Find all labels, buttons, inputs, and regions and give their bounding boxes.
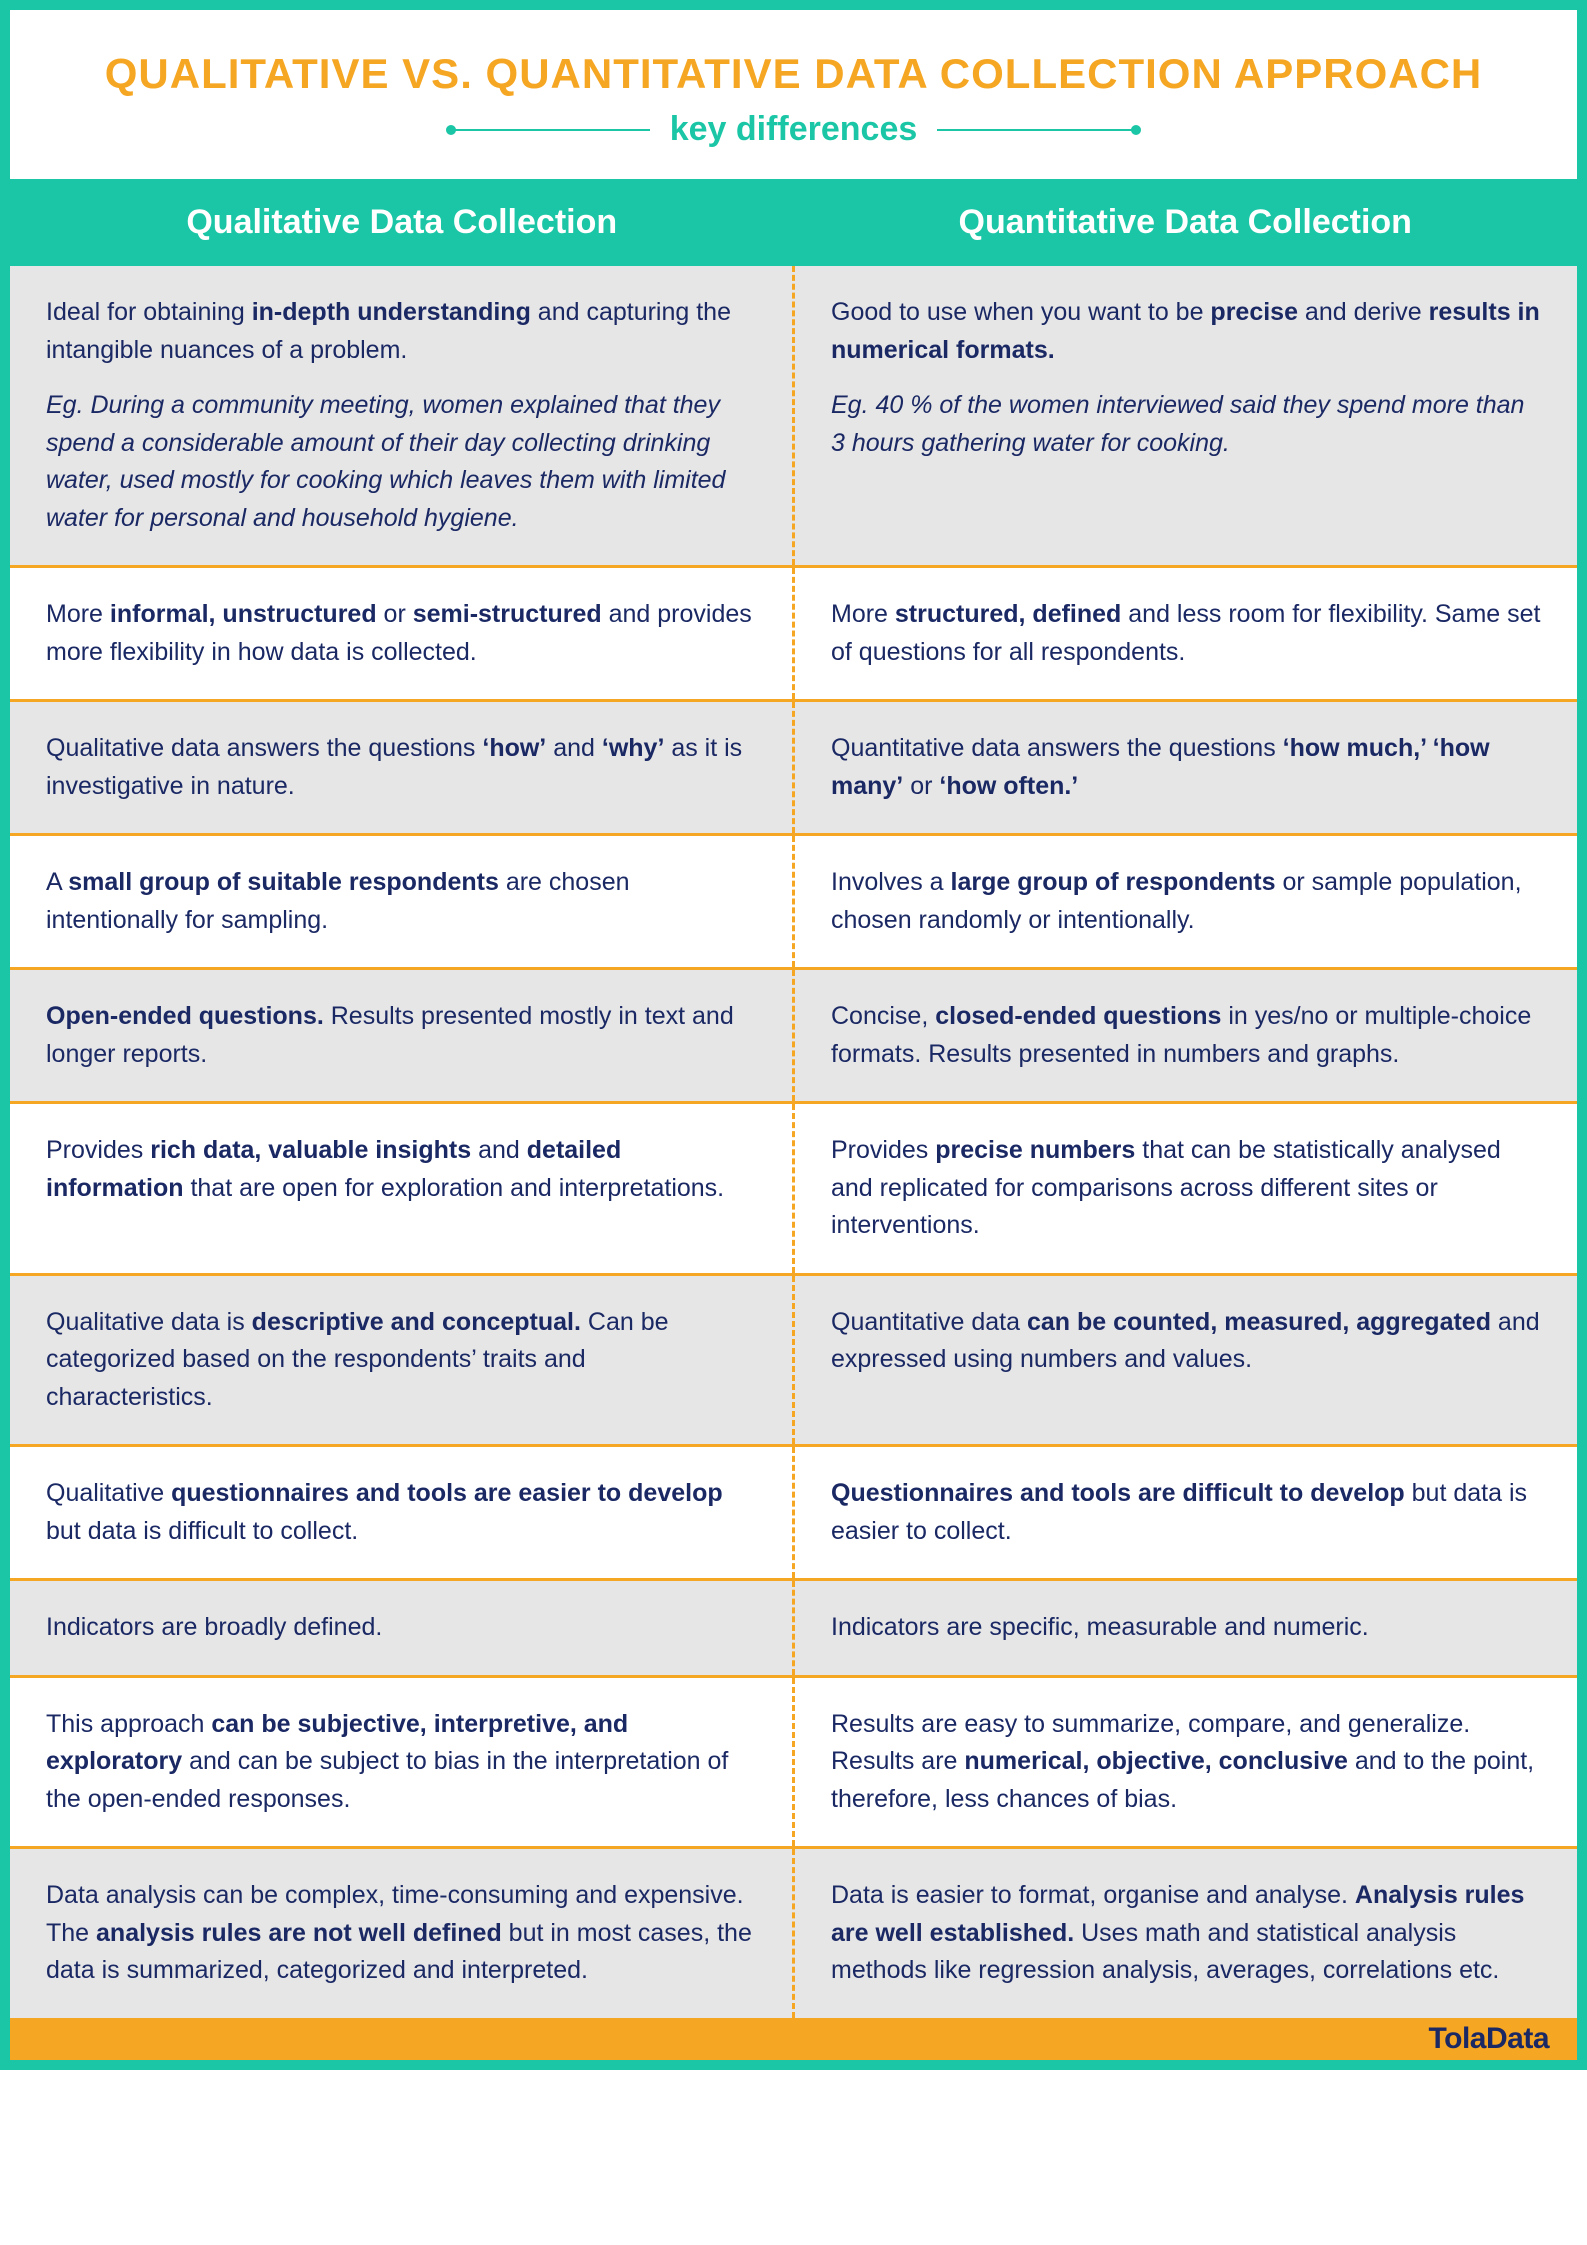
cell-paragraph: Eg. During a community meeting, women ex…	[46, 387, 756, 537]
qualitative-cell: Qualitative data is descriptive and conc…	[10, 1276, 795, 1445]
qualitative-cell: Indicators are broadly defined.	[10, 1581, 795, 1675]
quantitative-cell: Concise, closed-ended questions in yes/n…	[795, 970, 1577, 1101]
cell-paragraph: Results are easy to summarize, compare, …	[831, 1706, 1541, 1819]
table-row: Open-ended questions. Results presented …	[10, 970, 1577, 1104]
qualitative-cell: A small group of suitable respondents ar…	[10, 836, 795, 967]
cell-paragraph: Indicators are specific, measurable and …	[831, 1609, 1541, 1647]
main-title: QUALITATIVE VS. QUANTITATIVE DATA COLLEC…	[50, 50, 1537, 98]
cell-paragraph: Good to use when you want to be precise …	[831, 294, 1541, 369]
col-header-right: Quantitative Data Collection	[794, 179, 1578, 266]
cell-paragraph: More informal, unstructured or semi-stru…	[46, 596, 756, 671]
quantitative-cell: Questionnaires and tools are difficult t…	[795, 1447, 1577, 1578]
quantitative-cell: More structured, defined and less room f…	[795, 568, 1577, 699]
qualitative-cell: Open-ended questions. Results presented …	[10, 970, 795, 1101]
cell-paragraph: This approach can be subjective, interpr…	[46, 1706, 756, 1819]
infographic-frame: QUALITATIVE VS. QUANTITATIVE DATA COLLEC…	[0, 0, 1587, 2070]
cell-paragraph: Data is easier to format, organise and a…	[831, 1877, 1541, 1990]
qualitative-cell: More informal, unstructured or semi-stru…	[10, 568, 795, 699]
qualitative-cell: Provides rich data, valuable insights an…	[10, 1104, 795, 1273]
cell-paragraph: Involves a large group of respondents or…	[831, 864, 1541, 939]
quantitative-cell: Quantitative data answers the questions …	[795, 702, 1577, 833]
qualitative-cell: This approach can be subjective, interpr…	[10, 1678, 795, 1847]
col-header-left: Qualitative Data Collection	[10, 179, 794, 266]
quantitative-cell: Quantitative data can be counted, measur…	[795, 1276, 1577, 1445]
quantitative-cell: Good to use when you want to be precise …	[795, 266, 1577, 565]
column-headers: Qualitative Data Collection Quantitative…	[10, 179, 1577, 266]
cell-paragraph: Qualitative questionnaires and tools are…	[46, 1475, 756, 1550]
table-row: Qualitative questionnaires and tools are…	[10, 1447, 1577, 1581]
cell-paragraph: Quantitative data can be counted, measur…	[831, 1304, 1541, 1379]
cell-paragraph: Provides precise numbers that can be sta…	[831, 1132, 1541, 1245]
quantitative-cell: Indicators are specific, measurable and …	[795, 1581, 1577, 1675]
cell-paragraph: Quantitative data answers the questions …	[831, 730, 1541, 805]
qualitative-cell: Qualitative questionnaires and tools are…	[10, 1447, 795, 1578]
footer-brand: TolaData	[1429, 2022, 1549, 2056]
header-block: QUALITATIVE VS. QUANTITATIVE DATA COLLEC…	[10, 10, 1577, 179]
cell-paragraph: Data analysis can be complex, time-consu…	[46, 1877, 756, 1990]
subtitle-row: key differences	[50, 110, 1537, 149]
qualitative-cell: Qualitative data answers the questions ‘…	[10, 702, 795, 833]
divider-line-left	[450, 129, 650, 131]
cell-paragraph: Open-ended questions. Results presented …	[46, 998, 756, 1073]
cell-paragraph: Qualitative data is descriptive and conc…	[46, 1304, 756, 1417]
cell-paragraph: Provides rich data, valuable insights an…	[46, 1132, 756, 1207]
table-row: Indicators are broadly defined. Indicator…	[10, 1581, 1577, 1678]
quantitative-cell: Results are easy to summarize, compare, …	[795, 1678, 1577, 1847]
cell-paragraph: Eg. 40 % of the women interviewed said t…	[831, 387, 1541, 462]
table-row: This approach can be subjective, interpr…	[10, 1678, 1577, 1850]
quantitative-cell: Data is easier to format, organise and a…	[795, 1849, 1577, 2018]
subtitle-text: key differences	[670, 110, 918, 149]
cell-paragraph: Ideal for obtaining in-depth understandi…	[46, 294, 756, 369]
qualitative-cell: Data analysis can be complex, time-consu…	[10, 1849, 795, 2018]
table-row: Provides rich data, valuable insights an…	[10, 1104, 1577, 1276]
table-row: Ideal for obtaining in-depth understandi…	[10, 266, 1577, 568]
cell-paragraph: Concise, closed-ended questions in yes/n…	[831, 998, 1541, 1073]
cell-paragraph: More structured, defined and less room f…	[831, 596, 1541, 671]
table-row: Qualitative data answers the questions ‘…	[10, 702, 1577, 836]
cell-paragraph: A small group of suitable respondents ar…	[46, 864, 756, 939]
quantitative-cell: Provides precise numbers that can be sta…	[795, 1104, 1577, 1273]
table-row: A small group of suitable respondents ar…	[10, 836, 1577, 970]
cell-paragraph: Qualitative data answers the questions ‘…	[46, 730, 756, 805]
quantitative-cell: Involves a large group of respondents or…	[795, 836, 1577, 967]
divider-line-right	[937, 129, 1137, 131]
table-row: More informal, unstructured or semi-stru…	[10, 568, 1577, 702]
cell-paragraph: Indicators are broadly defined.	[46, 1609, 756, 1647]
table-row: Qualitative data is descriptive and conc…	[10, 1276, 1577, 1448]
cell-paragraph: Questionnaires and tools are difficult t…	[831, 1475, 1541, 1550]
comparison-table-body: Ideal for obtaining in-depth understandi…	[10, 266, 1577, 2018]
table-row: Data analysis can be complex, time-consu…	[10, 1849, 1577, 2018]
qualitative-cell: Ideal for obtaining in-depth understandi…	[10, 266, 795, 565]
footer-bar: TolaData	[10, 2018, 1577, 2060]
